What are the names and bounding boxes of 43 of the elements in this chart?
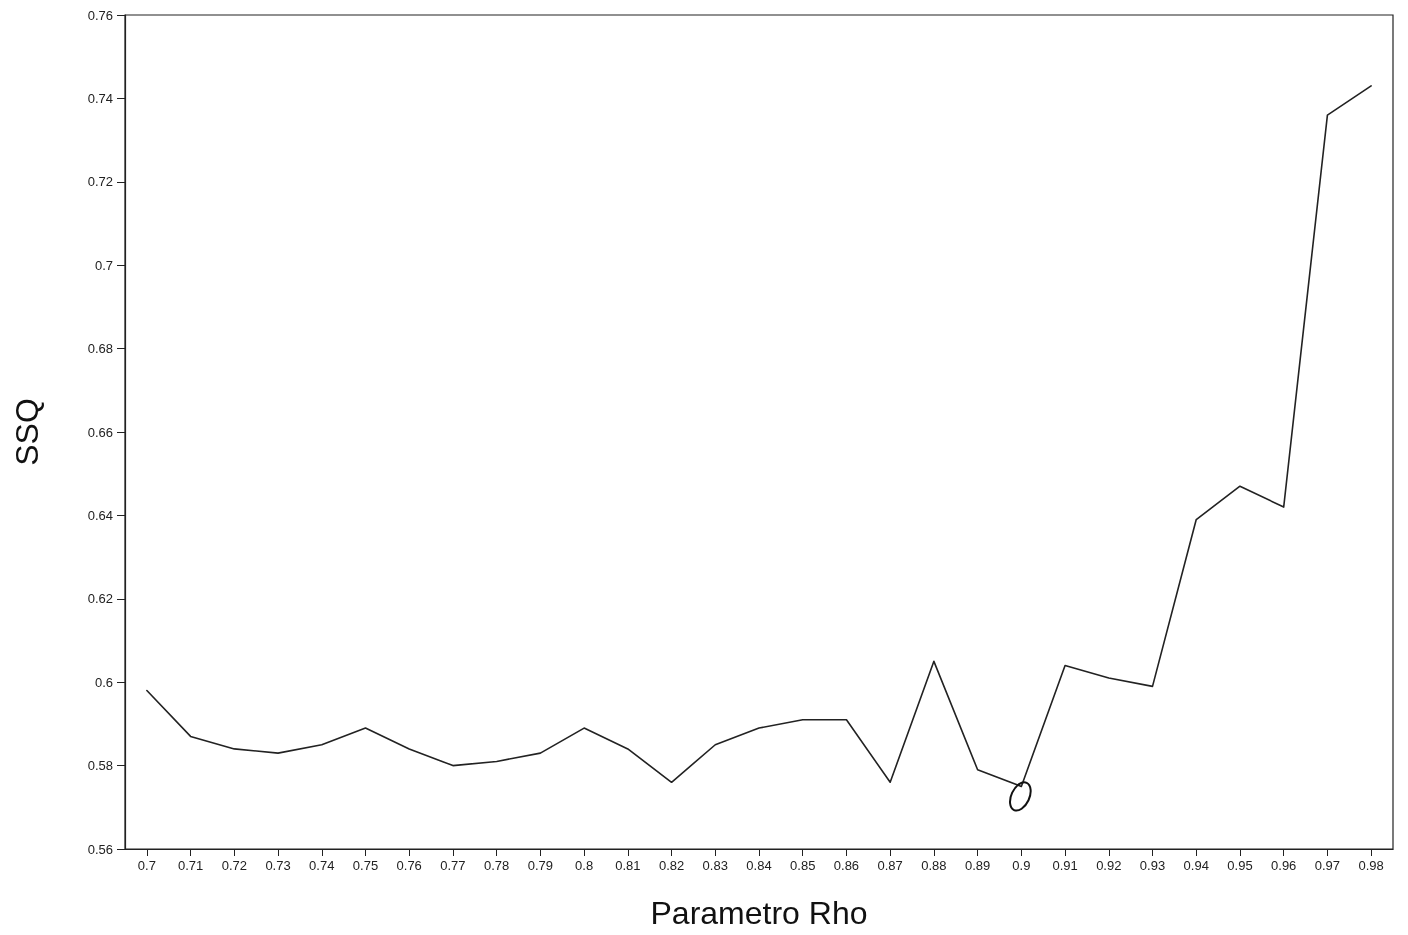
x-tick-label: 0.72 (221, 858, 247, 873)
x-tick-label: 0.98 (1358, 858, 1384, 873)
y-tick-label: 0.62 (87, 591, 113, 607)
x-tick-label: 0.96 (1271, 858, 1297, 873)
y-tick-label: 0.64 (87, 507, 113, 523)
line-series (146, 85, 1372, 788)
x-tick-label: 0.86 (833, 858, 860, 873)
y-tick-label: 0.74 (87, 90, 113, 106)
y-tick-label: 0.72 (87, 174, 113, 190)
x-tick-label: 0.83 (702, 858, 728, 873)
x-tick-label: 0.73 (265, 858, 291, 873)
y-tick-label: 0.7 (94, 257, 113, 273)
y-axis-title: SSQ (9, 398, 45, 466)
x-tick-label: 0.8 (575, 858, 594, 873)
x-tick-label: 0.94 (1183, 858, 1209, 873)
x-tick-label: 0.77 (440, 858, 466, 873)
y-tick-label: 0.6 (94, 674, 113, 690)
x-tick-label: 0.84 (746, 858, 772, 873)
x-tick-label: 0.71 (177, 858, 204, 873)
y-tick-label: 0.76 (87, 7, 113, 23)
x-tick-label: 0.97 (1314, 858, 1341, 873)
y-tick-label: 0.58 (87, 758, 113, 774)
x-axis-title: Parametro Rho (650, 895, 868, 931)
x-tick-label: 0.74 (309, 858, 335, 873)
x-tick-label: 0.87 (877, 858, 903, 873)
y-tick-label: 0.66 (87, 424, 113, 440)
y-tick-label: 0.56 (87, 841, 113, 857)
x-tick-label: 0.88 (921, 858, 947, 873)
x-tick-label: 0.9 (1012, 858, 1031, 873)
x-tick-label: 0.85 (790, 858, 816, 873)
x-tick-label: 0.81 (615, 858, 641, 873)
x-tick-label: 0.7 (137, 858, 156, 873)
x-tick-label: 0.93 (1139, 858, 1166, 873)
y-tick-label: 0.68 (87, 341, 113, 357)
x-tick-label: 0.89 (964, 858, 991, 873)
x-tick-label: 0.91 (1052, 858, 1078, 873)
x-tick-label: 0.76 (396, 858, 422, 873)
x-tick-label: 0.75 (352, 858, 379, 873)
x-tick-label: 0.82 (658, 858, 685, 873)
x-tick-label: 0.79 (527, 858, 554, 873)
x-tick-label: 0.95 (1227, 858, 1253, 873)
x-tick-label: 0.92 (1096, 858, 1122, 873)
x-tick-label: 0.78 (484, 858, 510, 873)
